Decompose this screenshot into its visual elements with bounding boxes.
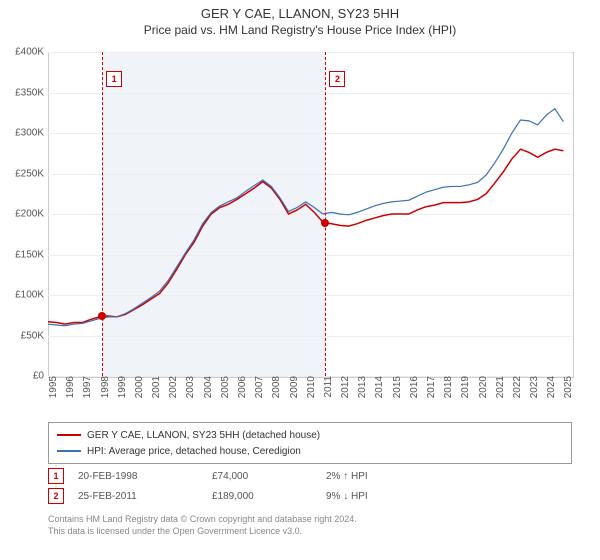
sales-row-hpi: 9% ↓ HPI: [326, 491, 446, 502]
x-tick-label: 2006: [233, 376, 248, 398]
sales-row-badge: 2: [48, 488, 64, 504]
x-tick-label: 2024: [542, 376, 557, 398]
sales-row-date: 25-FEB-2011: [78, 491, 198, 502]
x-tick-label: 2022: [508, 376, 523, 398]
x-tick-label: 2002: [164, 376, 179, 398]
chart-title: GER Y CAE, LLANON, SY23 5HH: [0, 0, 600, 21]
x-tick-label: 1998: [96, 376, 111, 398]
sale-marker-line: [102, 52, 103, 376]
chart-plot-area: 12 £0£50K£100K£150K£200K£250K£300K£350K£…: [48, 52, 572, 376]
legend-swatch: [57, 450, 81, 452]
y-tick-label: £50K: [21, 330, 48, 341]
x-tick-label: 2021: [491, 376, 506, 398]
x-tick-label: 2007: [250, 376, 265, 398]
y-tick-label: £200K: [15, 209, 48, 220]
legend-label: GER Y CAE, LLANON, SY23 5HH (detached ho…: [87, 430, 320, 441]
sales-row-badge: 1: [48, 468, 64, 484]
x-tick-label: 2020: [474, 376, 489, 398]
x-tick-label: 2011: [319, 376, 334, 398]
x-tick-label: 2004: [199, 376, 214, 398]
sale-marker-dot: [321, 219, 329, 227]
sale-marker-badge: 2: [329, 71, 345, 87]
x-tick-label: 2003: [181, 376, 196, 398]
x-tick-label: 1995: [44, 376, 59, 398]
footnote-line-2: This data is licensed under the Open Gov…: [48, 526, 572, 538]
legend-label: HPI: Average price, detached house, Cere…: [87, 446, 301, 457]
y-tick-label: £250K: [15, 168, 48, 179]
y-tick-label: £300K: [15, 128, 48, 139]
x-tick-label: 2019: [456, 376, 471, 398]
footnote: Contains HM Land Registry data © Crown c…: [48, 514, 572, 537]
x-tick-label: 2008: [267, 376, 282, 398]
x-tick-label: 2017: [422, 376, 437, 398]
y-tick-label: £100K: [15, 290, 48, 301]
x-tick-label: 2018: [439, 376, 454, 398]
sale-marker-line: [325, 52, 326, 376]
sale-marker-badge: 1: [106, 71, 122, 87]
sale-marker-dot: [98, 312, 106, 320]
legend: GER Y CAE, LLANON, SY23 5HH (detached ho…: [48, 422, 572, 464]
sales-row: 1 20-FEB-1998 £74,000 2% ↑ HPI: [48, 466, 572, 486]
x-tick-label: 1999: [113, 376, 128, 398]
x-tick-label: 2023: [525, 376, 540, 398]
x-tick-label: 2012: [336, 376, 351, 398]
x-tick-label: 2000: [130, 376, 145, 398]
sales-row-price: £189,000: [212, 491, 312, 502]
sales-row-price: £74,000: [212, 471, 312, 482]
sales-row-hpi: 2% ↑ HPI: [326, 471, 446, 482]
x-tick-label: 2014: [370, 376, 385, 398]
x-tick-label: 2015: [388, 376, 403, 398]
y-tick-label: £400K: [15, 47, 48, 58]
sales-row: 2 25-FEB-2011 £189,000 9% ↓ HPI: [48, 486, 572, 506]
footnote-line-1: Contains HM Land Registry data © Crown c…: [48, 514, 572, 526]
x-tick-label: 2009: [285, 376, 300, 398]
x-tick-label: 2013: [353, 376, 368, 398]
x-tick-label: 2010: [302, 376, 317, 398]
chart-lines: [48, 52, 572, 376]
sales-table: 1 20-FEB-1998 £74,000 2% ↑ HPI 2 25-FEB-2011 £…: [48, 466, 572, 506]
x-tick-label: 2025: [559, 376, 574, 398]
x-tick-label: 2005: [216, 376, 231, 398]
x-tick-label: 1996: [61, 376, 76, 398]
legend-item: GER Y CAE, LLANON, SY23 5HH (detached ho…: [57, 427, 563, 443]
series-hpi: [48, 109, 563, 326]
x-tick-label: 2016: [405, 376, 420, 398]
legend-swatch: [57, 434, 81, 436]
chart-subtitle: Price paid vs. HM Land Registry's House …: [0, 21, 600, 37]
legend-item: HPI: Average price, detached house, Cere…: [57, 443, 563, 459]
y-tick-label: £350K: [15, 87, 48, 98]
y-tick-label: £150K: [15, 249, 48, 260]
x-tick-label: 2001: [147, 376, 162, 398]
x-tick-label: 1997: [78, 376, 93, 398]
sales-row-date: 20-FEB-1998: [78, 471, 198, 482]
